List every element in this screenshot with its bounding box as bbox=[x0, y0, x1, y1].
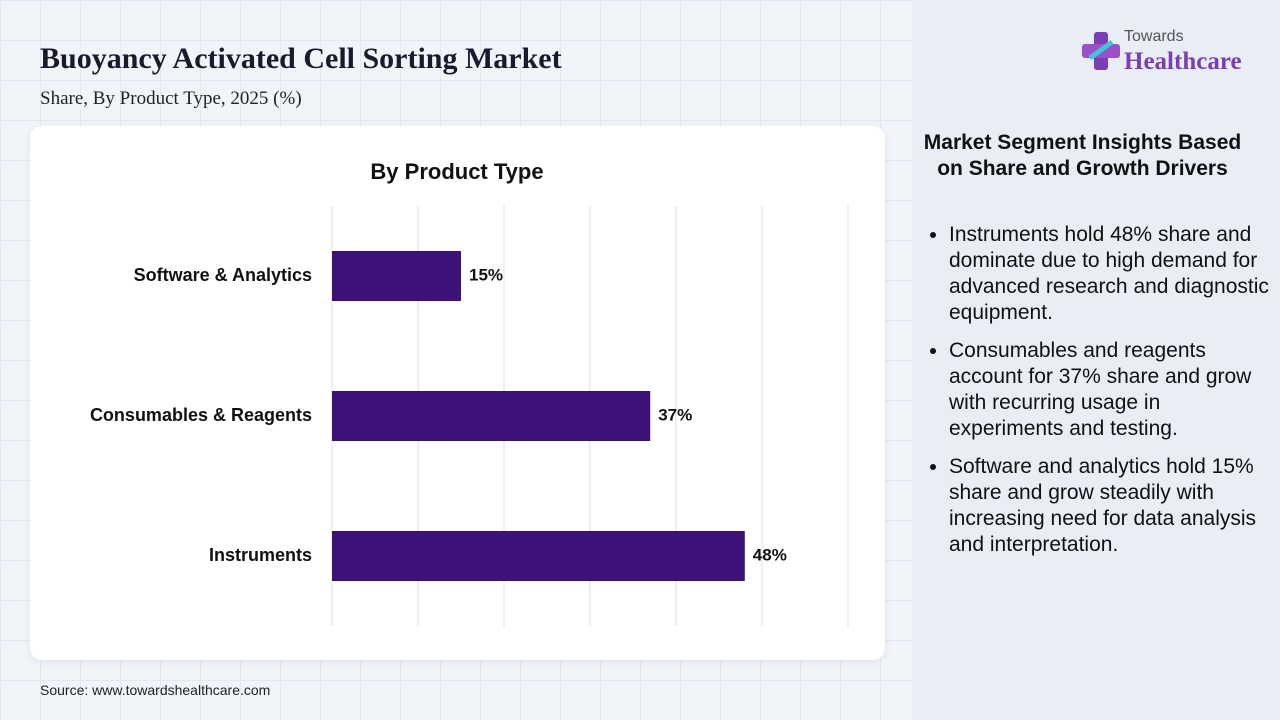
logo: Towards Healthcare bbox=[1080, 28, 1260, 78]
logo-icon bbox=[1082, 32, 1120, 70]
logo-text: Healthcare bbox=[1124, 48, 1242, 75]
page-subtitle: Share, By Product Type, 2025 (%) bbox=[40, 88, 302, 109]
chart-title: By Product Type bbox=[370, 159, 543, 184]
insight-bullet: Consumables and reagents account for 37%… bbox=[949, 338, 1279, 442]
chart: By Product Type Software & Analytics 15% C… bbox=[90, 159, 849, 626]
chart-card: By Product Type Software & Analytics 15% C… bbox=[30, 126, 885, 660]
insights-title: Market Segment Insights Based on Share a… bbox=[923, 131, 1242, 180]
page-title: Buoyancy Activated Cell Sorting Market bbox=[40, 42, 562, 75]
category-label: Consumables & Reagents bbox=[90, 405, 312, 425]
insight-bullet: Instruments hold 48% share and dominate … bbox=[949, 222, 1279, 326]
value-label: 37% bbox=[658, 405, 692, 424]
bar bbox=[332, 391, 651, 441]
category-label: Instruments bbox=[209, 545, 312, 565]
side-panel bbox=[912, 0, 1280, 720]
insight-bullet: Software and analytics hold 15% share an… bbox=[949, 454, 1279, 558]
bar bbox=[332, 251, 461, 301]
value-label: 48% bbox=[753, 545, 787, 564]
value-label: 15% bbox=[469, 265, 503, 284]
logo-text: Towards bbox=[1124, 28, 1184, 45]
source: Source: www.towardshealthcare.com bbox=[40, 682, 271, 698]
bar bbox=[332, 531, 745, 581]
category-label: Software & Analytics bbox=[134, 265, 312, 285]
insights-list: Instruments hold 48% share and dominate … bbox=[922, 222, 1279, 570]
